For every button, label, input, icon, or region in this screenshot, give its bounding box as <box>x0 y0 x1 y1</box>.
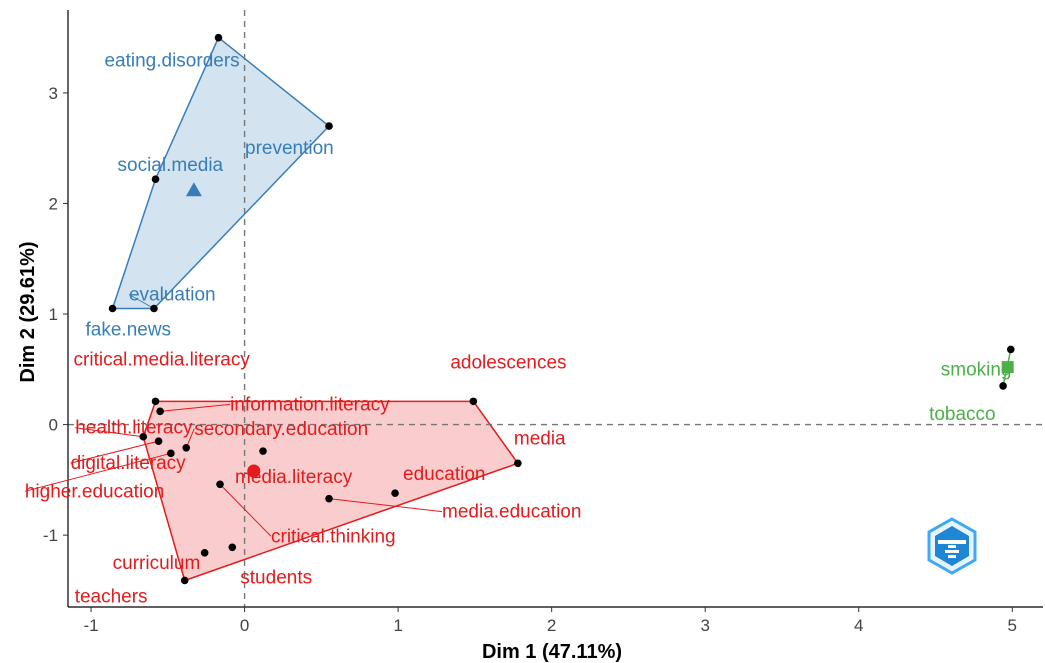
x-tick-label: 2 <box>547 616 556 635</box>
point-label: students <box>240 567 312 588</box>
y-tick-label: 2 <box>49 194 58 213</box>
data-point <box>156 407 164 416</box>
y-tick-label: 0 <box>49 416 58 435</box>
y-tick-label: 3 <box>49 84 58 103</box>
y-tick-label: 1 <box>49 305 58 324</box>
point-label: secondary.education <box>194 419 368 440</box>
label-leader-line <box>128 294 155 309</box>
data-point <box>469 397 478 406</box>
y-axis-title: Dim 2 (29.61%) <box>17 241 39 382</box>
point-label: media <box>514 428 566 449</box>
data-point <box>325 122 333 130</box>
data-point <box>154 437 163 445</box>
reference-lines <box>68 10 1043 607</box>
axes: -1 0 1 2 3 4 5 -1 0 1 2 3 <box>43 10 1043 635</box>
point-label: information.literacy <box>230 394 390 415</box>
data-point <box>139 432 148 441</box>
point-label: media.education <box>442 502 581 523</box>
point-label: education <box>403 464 485 485</box>
point-label: health.literacy <box>75 418 193 439</box>
x-tick-label: 1 <box>393 616 402 635</box>
cluster-hulls <box>111 36 1012 582</box>
x-tick-label: 5 <box>1008 616 1017 635</box>
label-leader-line <box>219 483 272 537</box>
x-tick-label: -1 <box>83 616 98 635</box>
point-label: smoking <box>941 359 1012 380</box>
point-label: fake.news <box>86 320 172 341</box>
label-leader-line <box>70 440 159 464</box>
label-leader-line <box>328 498 443 513</box>
data-point <box>151 397 160 406</box>
point-label: teachers <box>75 586 148 607</box>
data-point <box>167 449 175 458</box>
label-leader-line <box>24 452 171 492</box>
point-label: tobacco <box>929 404 996 425</box>
x-tick-label: 4 <box>854 616 863 635</box>
data-point <box>151 175 160 183</box>
data-point <box>325 494 333 503</box>
point-label: evaluation <box>129 285 216 306</box>
x-axis-title: Dim 1 (47.11%) <box>482 641 622 663</box>
data-point <box>214 33 223 42</box>
data-point <box>514 459 522 468</box>
cluster-hull <box>142 400 520 582</box>
data-point <box>150 304 158 313</box>
data-point <box>182 444 191 452</box>
label-leader-line <box>75 427 144 438</box>
data-point <box>228 543 237 552</box>
point-label: social.media <box>118 155 224 176</box>
data-point <box>391 489 399 497</box>
data-points <box>108 33 1015 585</box>
point-label: media.literacy <box>235 467 353 488</box>
watermark-logo-icon <box>927 517 977 575</box>
x-tick-label: 0 <box>240 616 249 635</box>
point-label: digital.literacy <box>71 453 187 474</box>
label-leader-line <box>160 403 231 412</box>
x-tick-label: 3 <box>700 616 709 635</box>
point-label: critical.thinking <box>271 526 396 547</box>
point-label: prevention <box>245 138 334 159</box>
data-point <box>259 447 267 455</box>
point-labels: critical.media.literacy health.literacy in… <box>25 51 1012 608</box>
point-label: higher.education <box>25 481 164 502</box>
data-point <box>1006 345 1015 354</box>
data-point <box>180 576 189 585</box>
data-point <box>216 480 224 489</box>
cluster-centroid <box>1001 361 1014 374</box>
point-label: adolescences <box>450 352 566 373</box>
point-label: curriculum <box>113 553 201 574</box>
data-point <box>108 304 117 313</box>
data-point <box>200 549 209 557</box>
cluster-hull <box>111 36 331 310</box>
y-tick-label: -1 <box>43 526 58 545</box>
data-point <box>999 382 1007 390</box>
point-label: eating.disorders <box>104 51 239 72</box>
cluster-centroid <box>247 464 261 478</box>
cluster-centroid <box>185 182 202 197</box>
cluster-centroids <box>185 182 1014 478</box>
label-leader-lines <box>24 294 443 537</box>
point-label: critical.media.literacy <box>74 349 251 370</box>
